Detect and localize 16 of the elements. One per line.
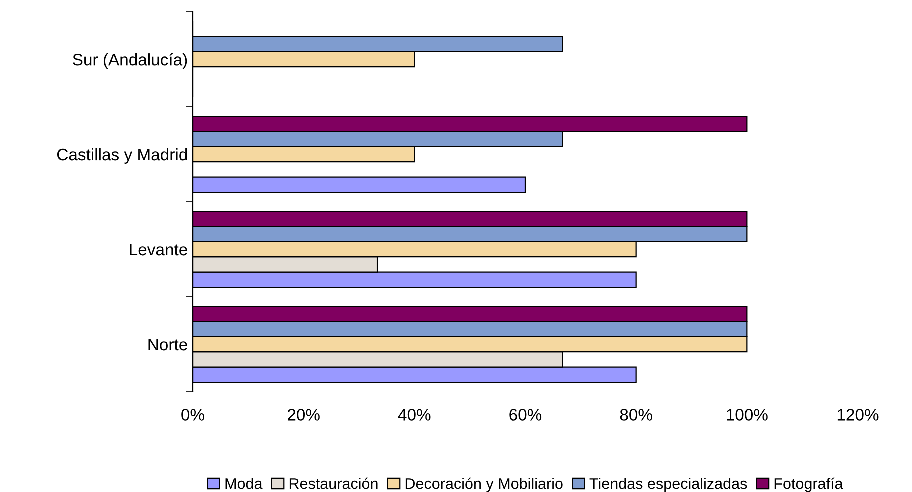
legend-label: Moda: [226, 478, 263, 490]
legend-label: Restauración: [290, 478, 378, 490]
x-tick-label: 80%: [620, 409, 652, 421]
y-tick-label: Norte: [148, 339, 188, 351]
x-tick-label: 100%: [727, 409, 768, 421]
y-tick-label: Castillas y Madrid: [57, 148, 188, 164]
legend-label: Fotografía: [774, 478, 844, 492]
x-tick-label: 60%: [510, 409, 542, 421]
x-tick-label: 20%: [288, 409, 320, 421]
legend-label: Decoración y Mobiliario: [406, 478, 563, 492]
x-tick-label: 0%: [182, 409, 204, 421]
y-tick-label: Sur (Andalucía): [73, 53, 188, 70]
x-tick-label: 40%: [398, 409, 431, 421]
x-tick-label: 120%: [838, 409, 879, 421]
y-tick-label: Levante: [130, 244, 188, 256]
legend-label: Tiendas especializadas: [590, 478, 748, 492]
